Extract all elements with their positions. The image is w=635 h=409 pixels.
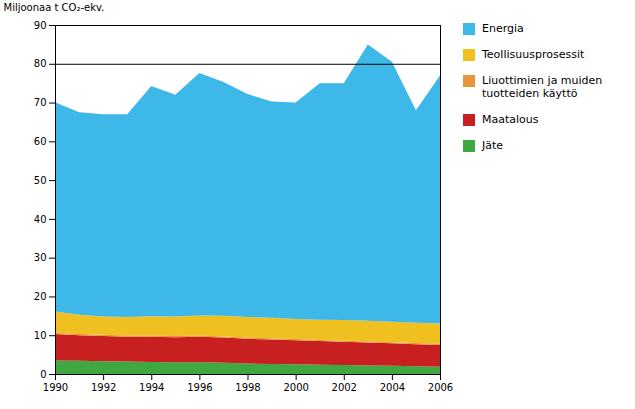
svg-text:30: 30 (34, 252, 47, 263)
svg-text:1994: 1994 (139, 382, 164, 393)
svg-text:Miljoonaa t CO₂-ekv.: Miljoonaa t CO₂-ekv. (4, 2, 105, 13)
svg-text:1992: 1992 (91, 382, 116, 393)
svg-text:80: 80 (34, 58, 47, 69)
html-text:Maatalous: Maatalous (482, 113, 539, 126)
svg-text:2000: 2000 (283, 382, 308, 393)
svg-text:50: 50 (34, 175, 47, 186)
svg-text:0: 0 (40, 369, 46, 380)
svg-text:2006: 2006 (428, 382, 453, 393)
svg-text:10: 10 (34, 330, 47, 341)
svg-text:70: 70 (34, 97, 47, 108)
svg-text:2002: 2002 (332, 382, 357, 393)
svg-text:90: 90 (34, 20, 47, 31)
svg-text:20: 20 (34, 291, 47, 302)
svg-text:2004: 2004 (380, 382, 405, 393)
svg-text:60: 60 (34, 136, 47, 147)
html-text:Jäte: Jäte (482, 138, 504, 152)
html-text:Energia: Energia (482, 22, 524, 35)
html-text:Teollisuusprosessit: Teollisuusprosessit (482, 47, 585, 61)
svg-text:1998: 1998 (235, 382, 260, 393)
svg-text:1996: 1996 (187, 382, 212, 393)
html-text:Liuottimien ja muiden tuotteid: Liuottimien ja muiden tuotteiden käyttö (482, 73, 603, 101)
svg-text:1990: 1990 (43, 382, 68, 393)
svg-text:40: 40 (34, 214, 47, 225)
